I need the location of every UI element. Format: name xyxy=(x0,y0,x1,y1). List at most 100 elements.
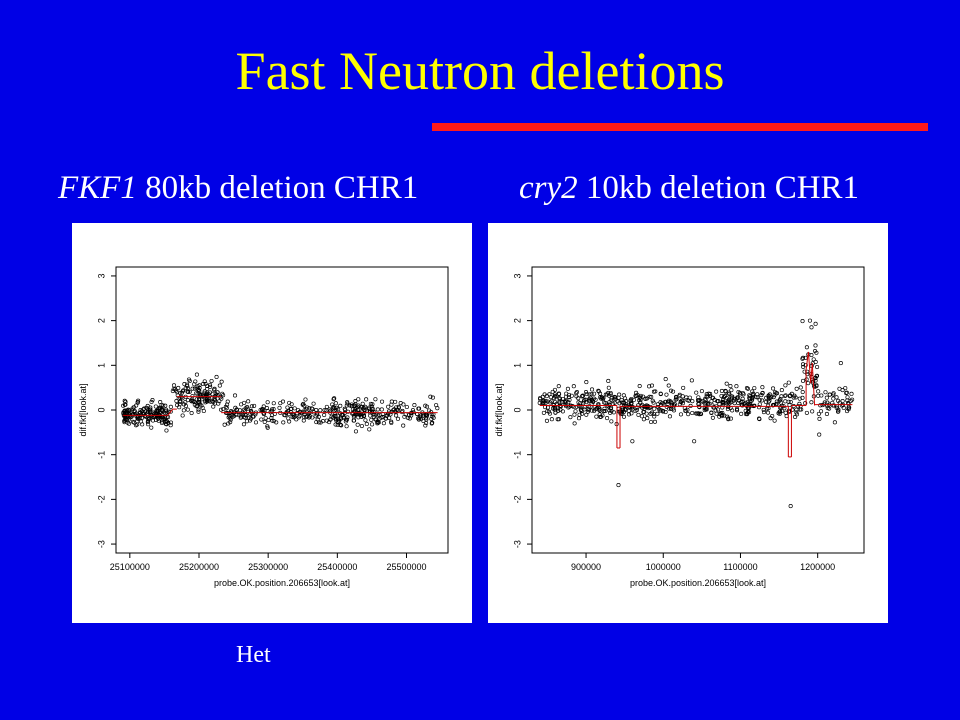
y-tick-label: 0 xyxy=(96,407,106,412)
data-point xyxy=(541,398,546,403)
data-point xyxy=(755,395,760,400)
data-point xyxy=(183,400,188,405)
data-point xyxy=(792,393,797,398)
data-point xyxy=(649,394,654,400)
data-point xyxy=(824,411,829,417)
data-point xyxy=(212,397,217,402)
data-point xyxy=(710,415,715,420)
data-point xyxy=(727,401,732,406)
data-point xyxy=(197,391,203,397)
data-point xyxy=(643,396,648,401)
data-point xyxy=(780,408,785,414)
data-point xyxy=(234,408,239,413)
data-point xyxy=(553,394,558,399)
data-point xyxy=(626,404,632,410)
data-point xyxy=(606,378,611,384)
data-point xyxy=(164,410,169,415)
data-point xyxy=(725,414,730,419)
data-point xyxy=(660,409,666,414)
data-point xyxy=(336,407,341,412)
data-point xyxy=(713,408,718,413)
data-point xyxy=(689,378,694,383)
data-point xyxy=(424,404,430,409)
data-point xyxy=(798,385,803,390)
data-point xyxy=(645,416,650,421)
data-point xyxy=(278,401,283,406)
data-point xyxy=(336,418,341,423)
data-point xyxy=(556,408,561,413)
data-point xyxy=(621,400,626,405)
left-plot-panel: 25100000 25200000 25300000 25400000 25500000… xyxy=(72,223,472,623)
data-point xyxy=(336,419,341,425)
data-point xyxy=(584,391,589,397)
data-point xyxy=(242,400,247,405)
data-point xyxy=(165,419,170,424)
data-point xyxy=(379,407,384,412)
data-point xyxy=(363,418,368,423)
data-point xyxy=(370,402,375,407)
data-point xyxy=(148,405,153,410)
data-point xyxy=(605,416,610,421)
data-point xyxy=(728,416,733,421)
data-point xyxy=(122,408,127,413)
title-underline xyxy=(432,123,928,131)
data-point xyxy=(324,404,329,409)
data-point xyxy=(221,406,226,412)
data-point xyxy=(193,391,199,396)
data-point xyxy=(745,410,750,415)
data-point xyxy=(850,397,855,402)
data-point xyxy=(126,421,132,426)
data-point xyxy=(793,414,798,420)
data-point xyxy=(203,393,208,398)
outlier-point xyxy=(788,504,793,509)
data-point xyxy=(578,408,583,413)
data-point xyxy=(263,416,268,421)
data-point xyxy=(541,401,546,406)
data-point xyxy=(609,409,614,414)
data-point xyxy=(844,390,849,395)
data-point xyxy=(168,409,173,414)
data-point xyxy=(148,414,153,419)
data-point xyxy=(589,392,594,397)
data-point xyxy=(718,411,724,416)
data-point xyxy=(301,418,306,423)
data-point xyxy=(196,407,201,412)
data-point xyxy=(369,417,374,422)
data-point xyxy=(769,395,774,400)
data-point xyxy=(353,429,359,434)
data-point xyxy=(548,400,553,405)
data-point xyxy=(132,410,137,415)
data-point xyxy=(547,411,552,416)
y-tick-label: -2 xyxy=(512,495,522,503)
data-point xyxy=(696,395,701,400)
data-point xyxy=(156,406,161,411)
data-point xyxy=(211,404,216,409)
data-point xyxy=(814,373,820,378)
y-axis-label: dif.fkf[look.at] xyxy=(494,383,504,436)
data-point xyxy=(734,406,740,411)
data-point xyxy=(352,403,357,408)
data-point xyxy=(841,405,846,410)
data-point xyxy=(716,399,721,404)
data-point xyxy=(322,408,327,413)
data-point xyxy=(597,407,602,412)
data-point xyxy=(296,415,301,420)
data-point xyxy=(175,403,180,408)
data-point xyxy=(733,397,738,402)
data-point xyxy=(560,396,565,402)
data-point xyxy=(363,404,368,409)
data-point xyxy=(715,407,721,412)
data-point xyxy=(813,321,818,326)
data-point xyxy=(393,399,398,404)
data-point xyxy=(259,417,264,422)
data-point xyxy=(726,417,731,422)
data-point xyxy=(219,407,224,412)
data-point xyxy=(739,400,744,405)
data-point xyxy=(819,393,824,398)
data-point xyxy=(298,409,303,414)
data-point xyxy=(655,411,660,416)
data-point xyxy=(430,395,435,400)
data-point xyxy=(813,359,818,365)
data-point xyxy=(271,401,276,406)
data-point xyxy=(222,422,227,427)
